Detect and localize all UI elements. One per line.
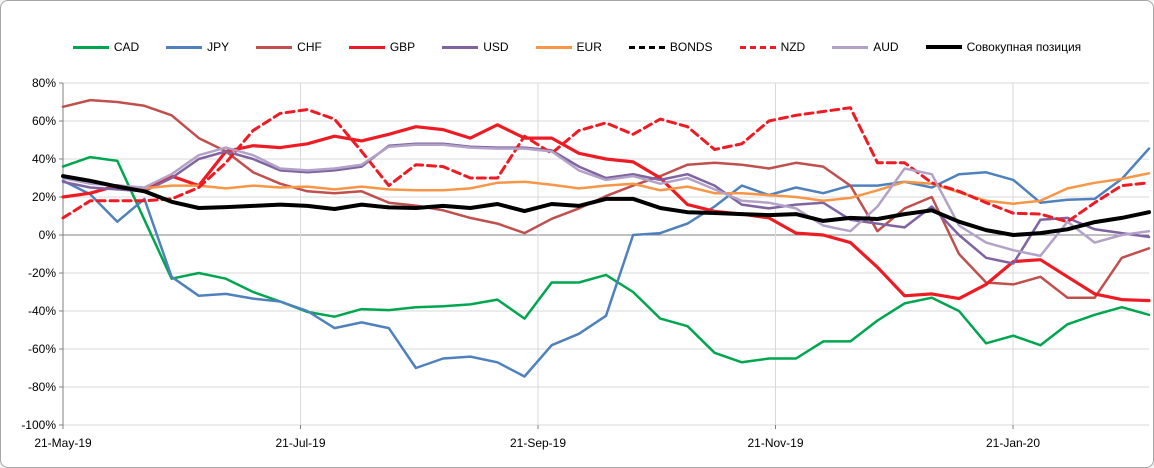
legend-label-cad: CAD (113, 40, 140, 54)
series-line-eur (61, 172, 1151, 205)
legend-item-jpy: JPY (166, 40, 229, 54)
legend-item-gbp: GBP (348, 40, 416, 54)
y-axis-label: -80% (28, 380, 56, 394)
legend-label-bonds: BONDS (669, 40, 713, 54)
legend-item-chf: CHF (256, 40, 322, 54)
legend-label-chf: CHF (297, 40, 322, 54)
legend-item-cad: CAD (72, 40, 140, 54)
legend-line-icon-chf (256, 45, 293, 49)
legend-item-aud: AUD (832, 40, 899, 54)
legend-label-usd: USD (483, 40, 509, 54)
series-line-nzd (61, 106, 1151, 224)
series-line-cad (61, 155, 1151, 364)
y-axis-label: -40% (28, 304, 56, 318)
series-line-совокупная-позиция (61, 174, 1151, 237)
y-axis-label: 0% (39, 228, 57, 242)
x-axis-label: 21-Nov-19 (747, 436, 803, 450)
legend-item-usd: USD (442, 40, 509, 54)
x-axis-label: 21-May-19 (34, 436, 92, 450)
x-axis-label: 21-Jul-19 (275, 436, 325, 450)
y-axis-label: -20% (28, 266, 56, 280)
y-axis-label: -100% (21, 418, 56, 432)
legend-line-icon-aud (832, 45, 869, 49)
legend-line-icon-bonds (628, 45, 665, 49)
legend-item-nzd: NZD (739, 40, 806, 54)
legend-line-icon-nzd (739, 45, 776, 49)
y-axis-label: 60% (32, 114, 56, 128)
legend-line-icon-jpy (166, 45, 203, 49)
chart-legend: CAD JPY CHF GBP USD EUR BONDS NZD AUD Совокупная … (1, 39, 1153, 55)
legend-line-icon-usd (442, 45, 479, 49)
legend-line-icon-eur (535, 45, 572, 49)
legend-label-nzd: NZD (780, 40, 806, 54)
legend-line-icon-gbp (348, 45, 385, 49)
y-axis-label: 40% (32, 152, 56, 166)
legend-item-bonds: BONDS (628, 40, 713, 54)
series-line-jpy (61, 147, 1151, 378)
x-axis-label: 21-Jan-20 (986, 436, 1040, 450)
y-axis-label: -60% (28, 342, 56, 356)
legend-label-aud: AUD (873, 40, 899, 54)
series-line-usd (61, 142, 1151, 265)
legend-line-icon-cad (72, 45, 109, 49)
series-line-aud (61, 143, 1151, 258)
legend-label-jpy: JPY (207, 40, 230, 54)
series-line-gbp (61, 123, 1151, 303)
legend-label-eur: EUR (576, 40, 602, 54)
y-axis-label: 80% (32, 76, 56, 90)
legend-label-gbp: GBP (389, 40, 416, 54)
x-axis-label: 21-Sep-19 (510, 436, 566, 450)
legend-line-icon-совокупная-позиция (925, 45, 962, 49)
y-axis-label: 20% (32, 190, 56, 204)
legend-label-совокупная-позиция: Совокупная позиция (966, 40, 1082, 54)
legend-item-eur: EUR (535, 40, 602, 54)
series-line-chf (61, 98, 1151, 299)
legend-item-совокупная-позиция: Совокупная позиция (925, 40, 1082, 54)
